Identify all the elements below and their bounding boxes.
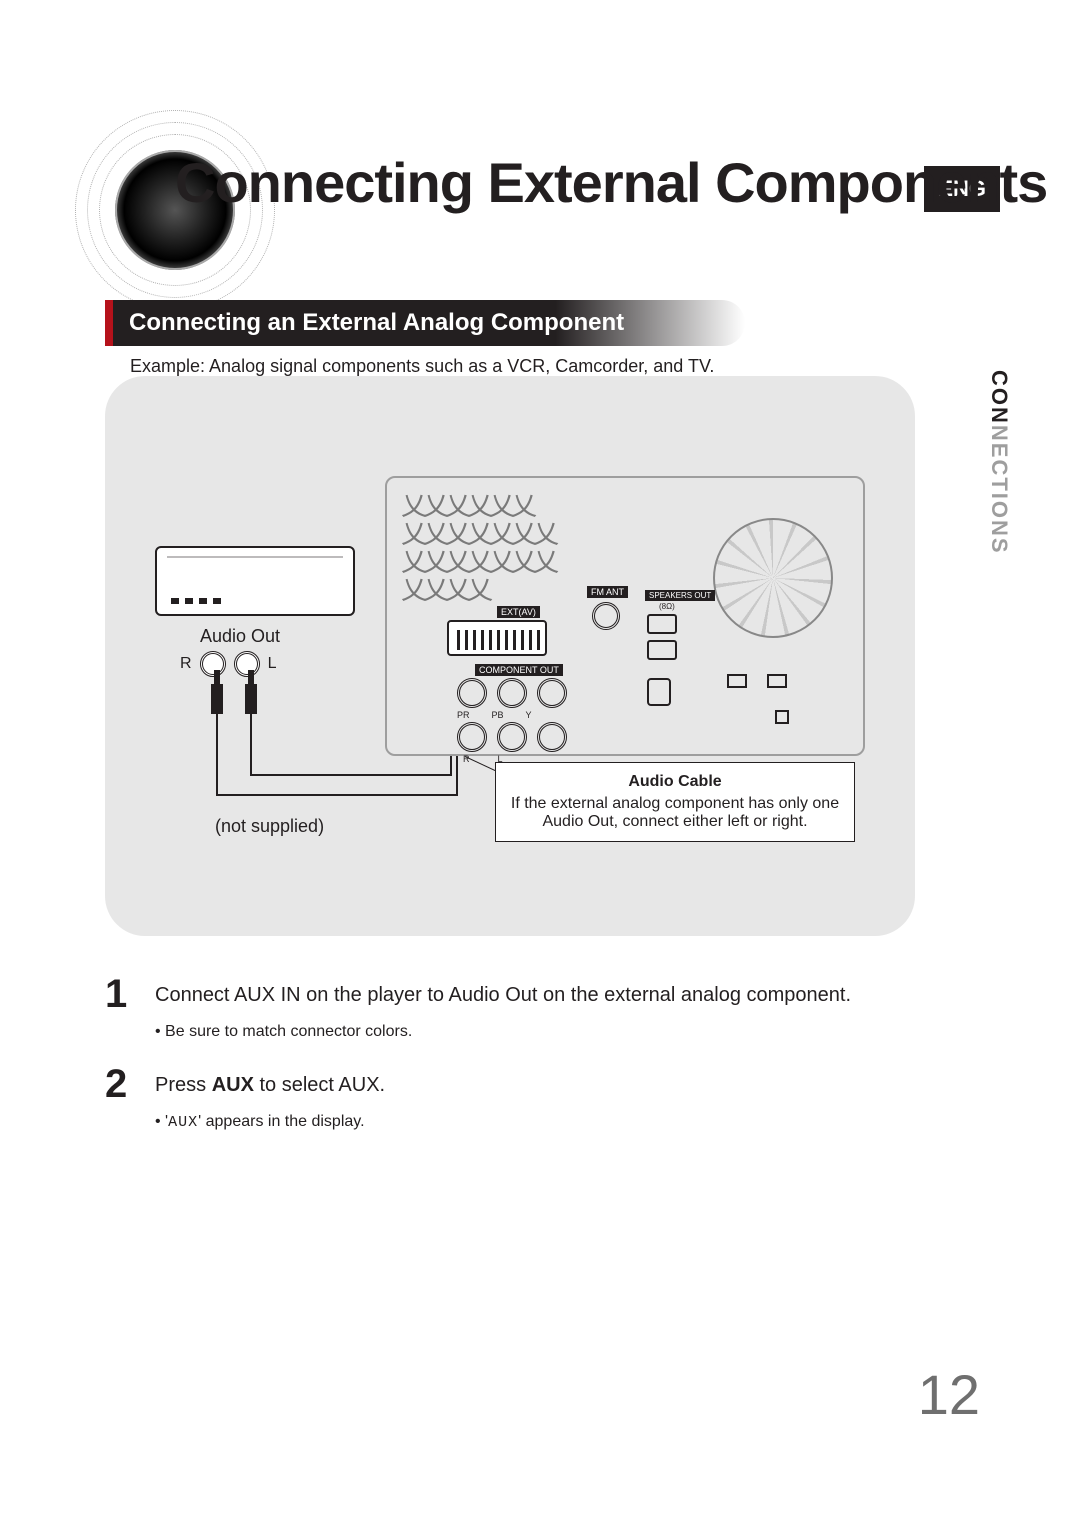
step-1: 1 Connect AUX IN on the player to Audio … bbox=[105, 980, 960, 1044]
aux-in-jacks bbox=[457, 722, 567, 752]
left-channel-label: L bbox=[268, 655, 277, 673]
fm-ant-label: FM ANT bbox=[587, 586, 628, 598]
step-2-bullet: 'AUX' appears in the display. bbox=[155, 1110, 960, 1135]
rear-panel: 乂乂乂乂乂乂乂乂乂乂乂乂乂乂乂乂乂乂乂乂乂乂乂乂 FM ANT EXT(AV) … bbox=[385, 476, 865, 756]
callout-title: Audio Cable bbox=[510, 773, 840, 791]
pr-label: PR bbox=[457, 710, 470, 720]
rca-left-icon bbox=[234, 651, 260, 677]
connection-diagram: Audio Out R L (not supplied) 乂乂乂乂乂乂乂乂乂乂乂… bbox=[105, 376, 915, 936]
aux-in-l-icon bbox=[497, 722, 527, 752]
video-out-jack-icon bbox=[537, 722, 567, 752]
fm-ant-jack-icon bbox=[592, 602, 620, 630]
vent-grille-icon: 乂乂乂乂乂乂乂乂乂乂乂乂乂乂乂乂乂乂乂乂乂乂乂乂 bbox=[401, 492, 555, 604]
aux-in-r-icon bbox=[457, 722, 487, 752]
component-pr-icon bbox=[457, 678, 487, 708]
misc-port-icon bbox=[767, 674, 787, 688]
ext-av-label: EXT(AV) bbox=[497, 606, 540, 618]
section-tab-rest: NECTIONS bbox=[987, 425, 1012, 555]
step-number: 1 bbox=[105, 972, 127, 1017]
speakers-out-label: SPEAKERS OUT bbox=[645, 590, 715, 601]
misc-port-icon bbox=[775, 710, 789, 724]
page-title: Connecting External Components bbox=[175, 150, 1047, 215]
cable-plug-icon bbox=[245, 684, 257, 714]
speaker-terminal-icon bbox=[647, 640, 677, 660]
y-label: Y bbox=[526, 710, 532, 720]
section-tab-prefix: CON bbox=[987, 370, 1012, 425]
step-2: 2 Press AUX to select AUX. 'AUX' appears… bbox=[105, 1070, 960, 1135]
scart-port-icon bbox=[447, 620, 547, 656]
callout-body: If the external analog component has onl… bbox=[511, 795, 839, 830]
step-1-text: Connect AUX IN on the player to Audio Ou… bbox=[155, 984, 851, 1006]
audio-out-jacks: R L bbox=[180, 651, 276, 677]
misc-port-icon bbox=[727, 674, 747, 688]
section-heading-bar: Connecting an External Analog Component bbox=[105, 300, 745, 346]
cable-plug-icon bbox=[211, 684, 223, 714]
component-y-icon bbox=[537, 678, 567, 708]
component-out-label: COMPONENT OUT bbox=[475, 664, 563, 676]
rca-right-icon bbox=[200, 651, 226, 677]
component-pb-icon bbox=[497, 678, 527, 708]
speaker-terminal-icon bbox=[647, 614, 677, 634]
step-1-bullet: Be sure to match connector colors. bbox=[155, 1020, 960, 1044]
fan-icon bbox=[713, 518, 833, 638]
not-supplied-label: (not supplied) bbox=[215, 816, 324, 837]
audio-out-label: Audio Out bbox=[200, 626, 280, 647]
usb-port-icon bbox=[647, 678, 671, 706]
example-text: Example: Analog signal components such a… bbox=[130, 356, 714, 377]
impedance-label: (8Ω) bbox=[659, 602, 675, 611]
section-tab-connections: CONNECTIONS bbox=[986, 370, 1012, 555]
step-2-text-after: to select AUX. bbox=[254, 1074, 385, 1096]
section-heading: Connecting an External Analog Component bbox=[129, 300, 624, 346]
step-2-text-before: Press bbox=[155, 1074, 212, 1096]
step-2-bold: AUX bbox=[212, 1074, 254, 1096]
right-channel-label: R bbox=[180, 655, 192, 673]
pb-label: PB bbox=[492, 710, 504, 720]
step-number: 2 bbox=[105, 1062, 127, 1107]
component-out-jacks bbox=[457, 678, 567, 708]
display-text-aux: AUX bbox=[168, 1114, 198, 1131]
audio-cable-callout: Audio Cable If the external analog compo… bbox=[495, 762, 855, 842]
page-number: 12 bbox=[918, 1362, 980, 1427]
external-device-icon bbox=[155, 546, 355, 616]
